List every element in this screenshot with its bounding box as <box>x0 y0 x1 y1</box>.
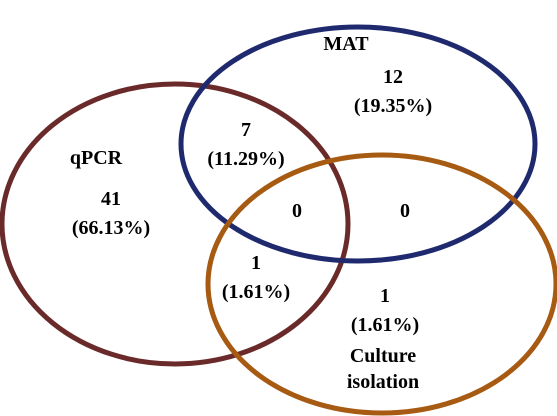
qpcr-set-circle <box>0 81 351 367</box>
mat-only-count: 12 <box>383 66 403 88</box>
mat-culture-count: 0 <box>400 200 410 222</box>
qpcr-set-label: qPCR <box>70 147 123 169</box>
culture-only-count: 1 <box>380 285 390 307</box>
qpcr-mat-count: 7 <box>241 119 251 141</box>
culture-set-label-line1: Culture <box>350 345 416 367</box>
qpcr-culture-percent: (1.61%) <box>222 281 290 303</box>
qpcr-only-percent: (66.13%) <box>72 217 150 239</box>
all-three-count: 0 <box>292 200 302 222</box>
mat-set-label: MAT <box>323 33 369 55</box>
qpcr-mat-percent: (11.29%) <box>207 148 284 170</box>
qpcr-only-count: 41 <box>101 188 121 210</box>
culture-only-percent: (1.61%) <box>351 314 419 336</box>
culture-set-circle <box>205 152 557 416</box>
mat-set-circle <box>178 24 538 264</box>
mat-only-percent: (19.35%) <box>354 95 432 117</box>
qpcr-culture-count: 1 <box>251 252 261 274</box>
culture-set-label-line2: isolation <box>347 371 419 393</box>
